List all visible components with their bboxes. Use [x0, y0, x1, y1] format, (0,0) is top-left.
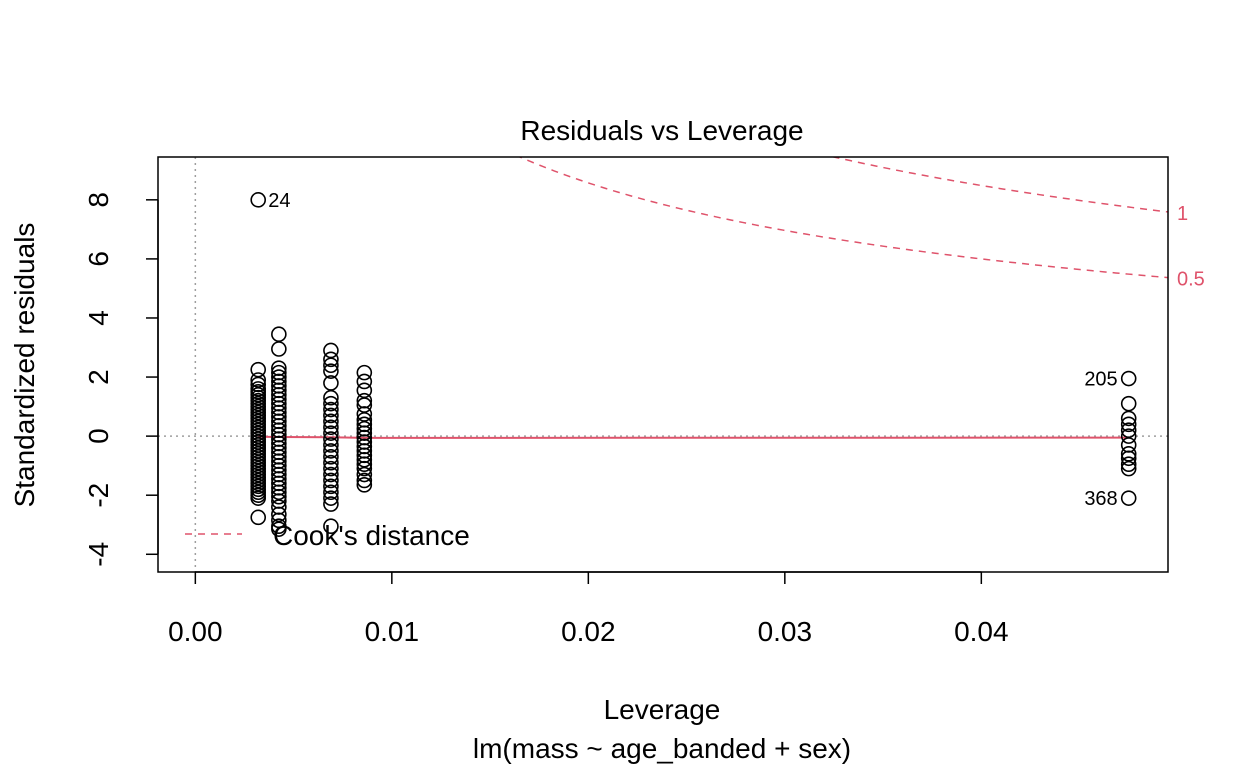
data-point	[323, 407, 339, 424]
data-point	[250, 490, 267, 506]
x-axis-label: Leverage	[604, 694, 721, 725]
data-point	[271, 341, 287, 357]
y-tick-label: -2	[83, 483, 114, 508]
data-point	[323, 351, 339, 368]
y-tick-label: 8	[83, 192, 114, 208]
point-label: 205	[1084, 369, 1117, 391]
y-axis: -4 -2 0 2 4 6 8	[83, 192, 159, 567]
data-point	[250, 509, 267, 526]
data-point	[323, 466, 339, 483]
x-tick-label: 0.04	[954, 616, 1009, 647]
data-point	[271, 512, 287, 529]
data-point	[1120, 460, 1137, 477]
data-point	[1120, 490, 1137, 506]
data-point	[323, 413, 339, 430]
cooks-level-labels: 0.51	[1177, 203, 1205, 291]
data-point	[323, 484, 339, 501]
data-point	[323, 389, 339, 406]
data-point	[323, 437, 339, 453]
data-point	[323, 431, 339, 447]
x-axis: 0.00 0.01 0.02 0.03 0.04	[168, 571, 1009, 647]
data-point	[323, 448, 339, 465]
data-point	[271, 521, 287, 537]
data-points	[250, 192, 1137, 537]
data-point	[356, 373, 373, 390]
data-point	[323, 518, 339, 535]
data-point	[250, 192, 267, 208]
y-tick-label: 2	[83, 369, 114, 385]
chart-title: Residuals vs Leverage	[520, 115, 803, 146]
plot-frame	[157, 156, 1169, 573]
data-point	[356, 460, 373, 477]
y-tick-label: 4	[83, 310, 114, 326]
data-point	[1120, 370, 1137, 387]
data-point	[1120, 450, 1137, 467]
data-point	[356, 477, 373, 493]
data-point	[323, 472, 339, 489]
legend-label: Cook's distance	[273, 520, 470, 551]
point-label: 368	[1084, 488, 1117, 510]
data-point	[323, 425, 339, 441]
x-axis-sublabel: lm(mass ~ age_banded + sex)	[473, 733, 851, 764]
data-point	[323, 401, 339, 418]
data-point	[323, 419, 339, 436]
data-point	[356, 472, 373, 489]
data-point	[323, 490, 339, 506]
y-axis-label: Standardized residuals	[9, 223, 40, 508]
data-point	[323, 460, 339, 477]
x-tick-label: 0.00	[168, 616, 223, 647]
data-point	[323, 496, 339, 512]
data-point	[323, 478, 339, 495]
y-tick-label: 6	[83, 251, 114, 267]
data-point	[356, 364, 373, 381]
x-tick-label: 0.02	[561, 616, 616, 647]
data-point	[323, 363, 339, 379]
reference-lines	[158, 157, 1168, 572]
smoother-path	[258, 435, 1129, 439]
data-point	[1120, 395, 1137, 412]
data-point	[356, 456, 373, 472]
data-point	[323, 443, 339, 459]
cooks-contour-1	[830, 157, 1168, 213]
data-point	[1120, 456, 1137, 472]
smoother-line	[258, 435, 1129, 439]
data-point	[1120, 416, 1137, 433]
data-point	[356, 466, 373, 483]
legend: Cook's distance	[185, 520, 470, 551]
y-tick-label: 0	[83, 428, 114, 444]
x-tick-label: 0.01	[365, 616, 420, 647]
y-tick-label: -4	[83, 542, 114, 567]
data-point	[323, 395, 339, 412]
data-point	[1120, 428, 1137, 444]
data-point	[323, 454, 339, 471]
point-label: 24	[268, 190, 290, 212]
data-point	[323, 357, 339, 374]
data-point	[271, 326, 287, 343]
data-point	[1120, 410, 1137, 427]
x-tick-label: 0.03	[758, 616, 813, 647]
point-labels: 24 205 368	[268, 190, 1117, 510]
data-point	[271, 488, 287, 505]
cooks-level-label: 0.5	[1177, 269, 1205, 291]
cooks-level-label: 1	[1177, 203, 1188, 225]
